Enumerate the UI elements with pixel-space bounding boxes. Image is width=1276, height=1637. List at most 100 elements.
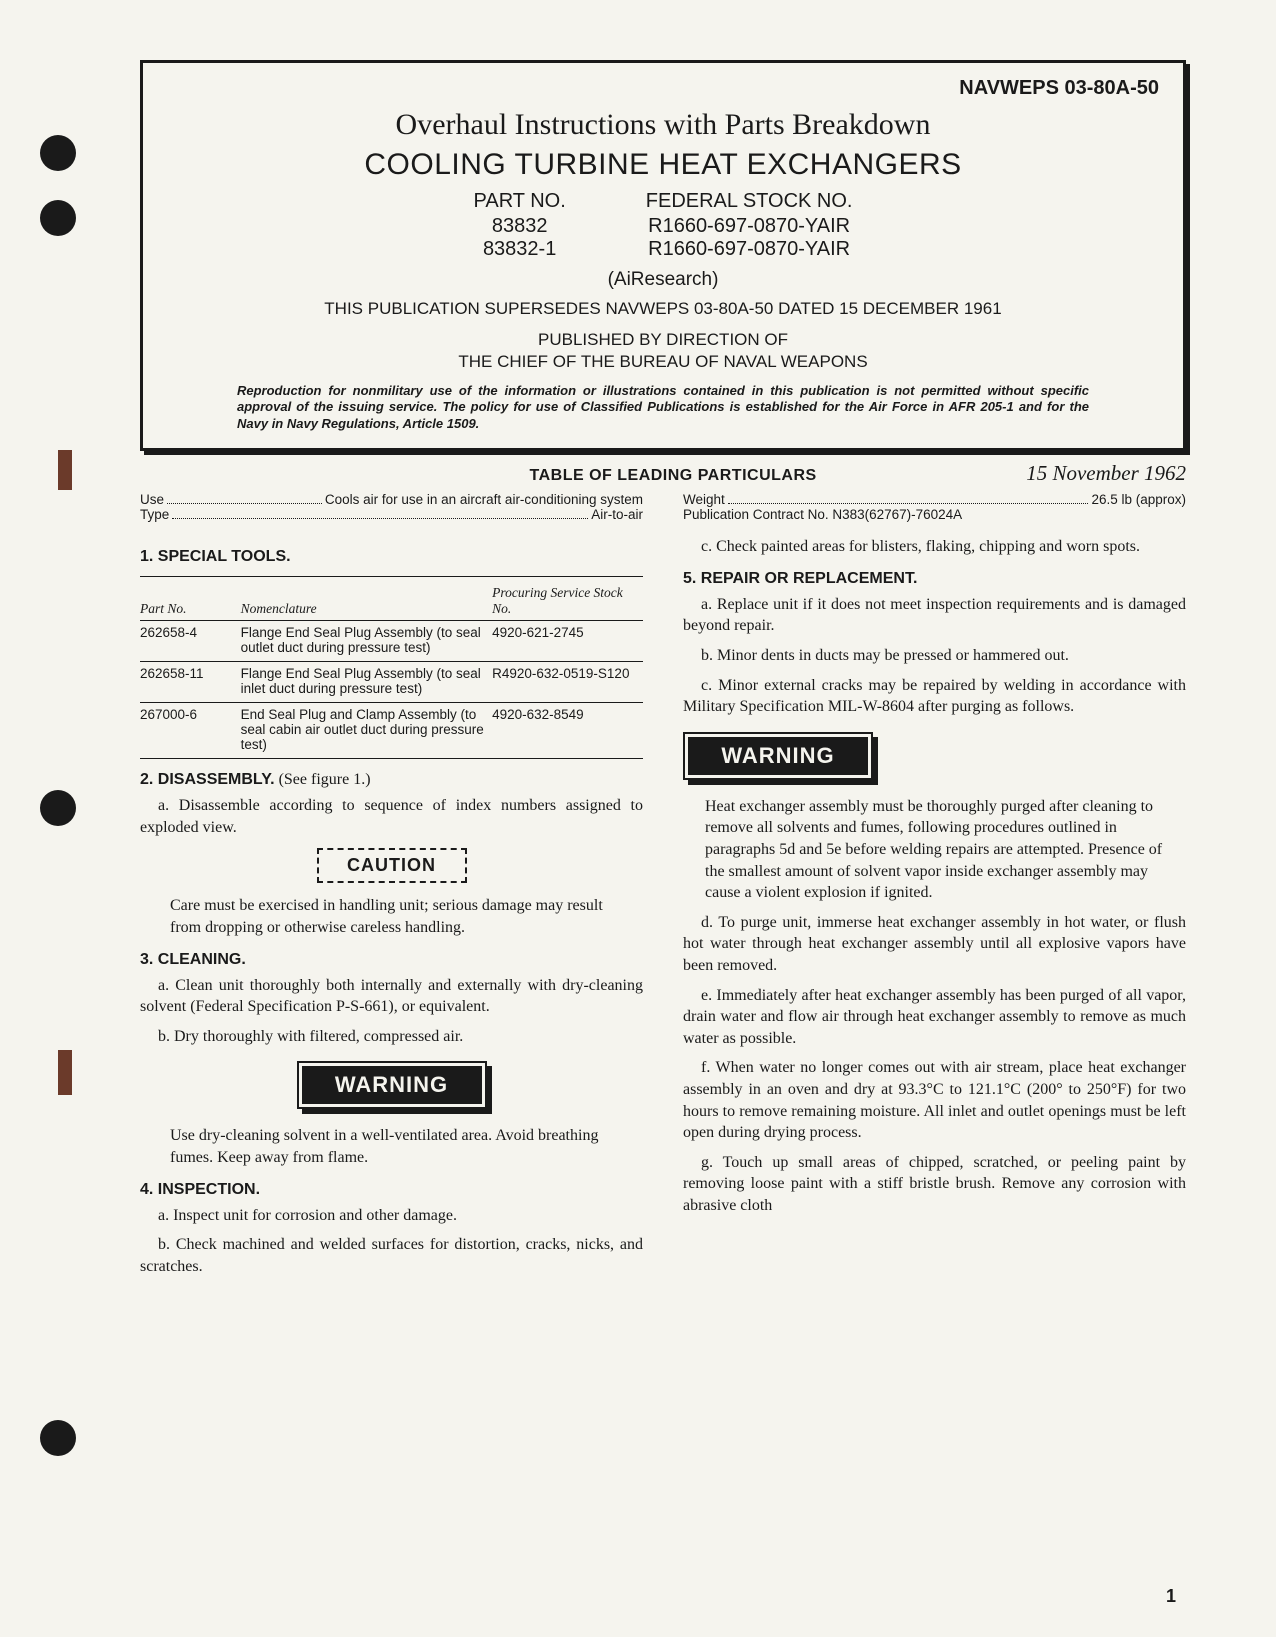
paragraph: b. Minor dents in ducts may be pressed o… bbox=[683, 645, 1186, 667]
table-of-particulars-title: TABLE OF LEADING PARTICULARS bbox=[320, 467, 1026, 485]
table-row: 267000-6 End Seal Plug and Clamp Assembl… bbox=[140, 703, 643, 759]
binding-mark bbox=[58, 1050, 72, 1095]
table-cell: 4920-621-2745 bbox=[492, 621, 643, 662]
part-number-grid: PART NO. 83832 83832-1 FEDERAL STOCK NO.… bbox=[167, 190, 1159, 261]
particular-row: Publication Contract No. N383(62767)-760… bbox=[683, 507, 1186, 522]
published-by: PUBLISHED BY DIRECTION OF THE CHIEF OF T… bbox=[167, 329, 1159, 373]
published-line-1: PUBLISHED BY DIRECTION OF bbox=[167, 329, 1159, 351]
para-text: a. Disassemble according to sequence of … bbox=[140, 795, 643, 838]
manufacturer: (AiResearch) bbox=[167, 269, 1159, 291]
warning-label: WARNING bbox=[302, 1066, 482, 1104]
table-cell: 262658-11 bbox=[140, 662, 241, 703]
paragraph: d. To purge unit, immerse heat exchanger… bbox=[683, 912, 1186, 977]
para-text: c. Minor external cracks may be repaired… bbox=[683, 675, 1186, 718]
caution-label: CAUTION bbox=[317, 848, 467, 883]
section-2-head: 2. DISASSEMBLY. (See figure 1.) bbox=[140, 771, 643, 789]
table-cell: 267000-6 bbox=[140, 703, 241, 759]
table-row: 262658-4 Flange End Seal Plug Assembly (… bbox=[140, 621, 643, 662]
paragraph: f. When water no longer comes out with a… bbox=[683, 1057, 1186, 1143]
reproduction-notice: Reproduction for nonmilitary use of the … bbox=[167, 383, 1159, 432]
particular-value: Air-to-air bbox=[591, 507, 643, 522]
warning-text-block: Use dry-cleaning solvent in a well-venti… bbox=[140, 1125, 643, 1168]
particular-value: Cools air for use in an aircraft air-con… bbox=[325, 492, 643, 507]
para-text: a. Replace unit if it does not meet insp… bbox=[683, 594, 1186, 637]
part-no-value: 83832 bbox=[474, 215, 566, 238]
table-cell: Flange End Seal Plug Assembly (to seal o… bbox=[241, 621, 493, 662]
federal-stock-column: FEDERAL STOCK NO. R1660-697-0870-YAIR R1… bbox=[646, 190, 853, 261]
particular-value: 26.5 lb (approx) bbox=[1091, 492, 1186, 507]
supersedes-notice: THIS PUBLICATION SUPERSEDES NAVWEPS 03-8… bbox=[167, 299, 1159, 319]
paragraph: g. Touch up small areas of chipped, scra… bbox=[683, 1152, 1186, 1217]
warning-text: Heat exchanger assembly must be thorough… bbox=[705, 796, 1164, 904]
particular-row: Type Air-to-air bbox=[140, 507, 643, 522]
published-line-2: THE CHIEF OF THE BUREAU OF NAVAL WEAPONS bbox=[167, 351, 1159, 373]
paragraph: b. Dry thoroughly with filtered, compres… bbox=[140, 1026, 643, 1048]
binder-hole bbox=[40, 135, 76, 171]
table-header: Nomenclature bbox=[241, 577, 493, 621]
para-text: e. Immediately after heat exchanger asse… bbox=[683, 985, 1186, 1050]
publication-contract: Publication Contract No. N383(62767)-760… bbox=[683, 507, 962, 522]
table-cell: Flange End Seal Plug Assembly (to seal i… bbox=[241, 662, 493, 703]
federal-stock-value: R1660-697-0870-YAIR bbox=[646, 215, 853, 238]
table-cell: R4920-632-0519-S120 bbox=[492, 662, 643, 703]
paragraph: b. Check machined and welded surfaces fo… bbox=[140, 1234, 643, 1277]
warning-text-block: Heat exchanger assembly must be thorough… bbox=[683, 796, 1186, 904]
paragraph: c. Check painted areas for blisters, fla… bbox=[683, 536, 1186, 558]
caution-text: Care must be exercised in handling unit;… bbox=[170, 895, 613, 938]
section-5-head: 5. REPAIR OR REPLACEMENT. bbox=[683, 570, 1186, 588]
right-column: c. Check painted areas for blisters, fla… bbox=[683, 536, 1186, 1285]
para-text: b. Dry thoroughly with filtered, compres… bbox=[140, 1026, 463, 1048]
title-box: NAVWEPS 03-80A-50 Overhaul Instructions … bbox=[140, 60, 1186, 451]
particular-label: Type bbox=[140, 507, 169, 522]
caution-text-block: Care must be exercised in handling unit;… bbox=[140, 895, 643, 938]
table-cell: End Seal Plug and Clamp Assembly (to sea… bbox=[241, 703, 493, 759]
warning-label: WARNING bbox=[688, 737, 868, 775]
paragraph: a. Disassemble according to sequence of … bbox=[140, 795, 643, 838]
federal-stock-value: R1660-697-0870-YAIR bbox=[646, 238, 853, 261]
section-4-head: 4. INSPECTION. bbox=[140, 1181, 643, 1199]
paragraph: a. Inspect unit for corrosion and other … bbox=[140, 1205, 643, 1227]
para-text: d. To purge unit, immerse heat exchanger… bbox=[683, 912, 1186, 977]
part-no-column: PART NO. 83832 83832-1 bbox=[474, 190, 566, 261]
para-text: g. Touch up small areas of chipped, scra… bbox=[683, 1152, 1186, 1217]
warning-text: Use dry-cleaning solvent in a well-venti… bbox=[170, 1125, 613, 1168]
particular-row: Use Cools air for use in an aircraft air… bbox=[140, 492, 643, 507]
para-text: a. Inspect unit for corrosion and other … bbox=[140, 1205, 457, 1227]
table-cell: 262658-4 bbox=[140, 621, 241, 662]
binder-hole bbox=[40, 1420, 76, 1456]
particulars-left: Use Cools air for use in an aircraft air… bbox=[140, 492, 643, 522]
particular-label: Weight bbox=[683, 492, 725, 507]
document-date: 15 November 1962 bbox=[1026, 461, 1186, 486]
para-text: b. Check machined and welded surfaces fo… bbox=[140, 1234, 643, 1277]
paragraph: a. Clean unit thoroughly both internally… bbox=[140, 975, 643, 1018]
part-no-value: 83832-1 bbox=[474, 238, 566, 261]
left-column: 1. SPECIAL TOOLS. Part No. Nomenclature … bbox=[140, 536, 643, 1285]
federal-stock-header: FEDERAL STOCK NO. bbox=[646, 190, 853, 213]
binder-hole bbox=[40, 200, 76, 236]
document-number: NAVWEPS 03-80A-50 bbox=[167, 77, 1159, 100]
particular-label: Use bbox=[140, 492, 164, 507]
document-page: NAVWEPS 03-80A-50 Overhaul Instructions … bbox=[0, 0, 1276, 1637]
caution-box: CAUTION bbox=[317, 848, 467, 883]
section-2-title: 2. DISASSEMBLY. bbox=[140, 771, 275, 788]
particular-row: Weight 26.5 lb (approx) bbox=[683, 492, 1186, 507]
title-line-2: COOLING TURBINE HEAT EXCHANGERS bbox=[167, 148, 1159, 182]
leading-particulars: Use Cools air for use in an aircraft air… bbox=[140, 492, 1186, 522]
warning-box: WARNING bbox=[297, 1061, 487, 1109]
toc-header-row: TABLE OF LEADING PARTICULARS 15 November… bbox=[140, 461, 1186, 486]
part-no-header: PART NO. bbox=[474, 190, 566, 213]
section-3-head: 3. CLEANING. bbox=[140, 951, 643, 969]
binding-mark bbox=[58, 450, 72, 490]
page-number: 1 bbox=[1166, 1586, 1176, 1607]
particulars-right: Weight 26.5 lb (approx) Publication Cont… bbox=[683, 492, 1186, 522]
para-text: b. Minor dents in ducts may be pressed o… bbox=[683, 645, 1069, 667]
dot-leader bbox=[167, 492, 322, 504]
table-row: 262658-11 Flange End Seal Plug Assembly … bbox=[140, 662, 643, 703]
para-text: a. Clean unit thoroughly both internally… bbox=[140, 975, 643, 1018]
dot-leader bbox=[172, 507, 588, 519]
binder-hole bbox=[40, 790, 76, 826]
paragraph: e. Immediately after heat exchanger asse… bbox=[683, 985, 1186, 1050]
section-2-suffix: (See figure 1.) bbox=[275, 771, 371, 788]
table-header: Part No. bbox=[140, 577, 241, 621]
two-column-content: 1. SPECIAL TOOLS. Part No. Nomenclature … bbox=[140, 536, 1186, 1285]
